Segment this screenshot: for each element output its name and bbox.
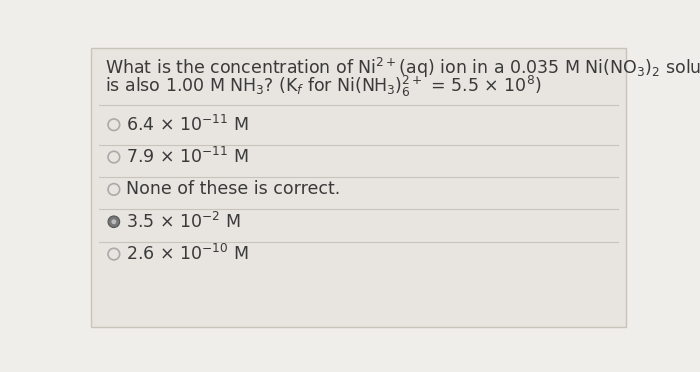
Text: 7.9 $\times$ 10$^{-11}$ M: 7.9 $\times$ 10$^{-11}$ M	[126, 147, 248, 167]
Text: None of these is correct.: None of these is correct.	[126, 180, 340, 198]
FancyBboxPatch shape	[92, 48, 626, 327]
Text: is also 1.00 M NH$_3$? (K$_f$ for Ni(NH$_3$)$_6^{2+}$ = 5.5 $\times$ 10$^8$): is also 1.00 M NH$_3$? (K$_f$ for Ni(NH$…	[104, 74, 541, 99]
Circle shape	[111, 219, 116, 224]
Circle shape	[108, 216, 120, 228]
Text: What is the concentration of Ni$^{2+}$(aq) ion in a 0.035 M Ni(NO$_3$)$_2$ solut: What is the concentration of Ni$^{2+}$(a…	[104, 56, 700, 80]
Text: 6.4 $\times$ 10$^{-11}$ M: 6.4 $\times$ 10$^{-11}$ M	[126, 115, 248, 135]
Text: 3.5 $\times$ 10$^{-2}$ M: 3.5 $\times$ 10$^{-2}$ M	[126, 212, 241, 232]
Text: 2.6 $\times$ 10$^{-10}$ M: 2.6 $\times$ 10$^{-10}$ M	[126, 244, 248, 264]
